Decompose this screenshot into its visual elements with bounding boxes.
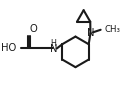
Text: H: H bbox=[50, 39, 56, 48]
Text: CH₃: CH₃ bbox=[104, 25, 120, 34]
Text: O: O bbox=[29, 24, 37, 34]
Text: N: N bbox=[87, 28, 94, 38]
Text: N: N bbox=[50, 44, 57, 54]
Text: HO: HO bbox=[1, 43, 16, 54]
